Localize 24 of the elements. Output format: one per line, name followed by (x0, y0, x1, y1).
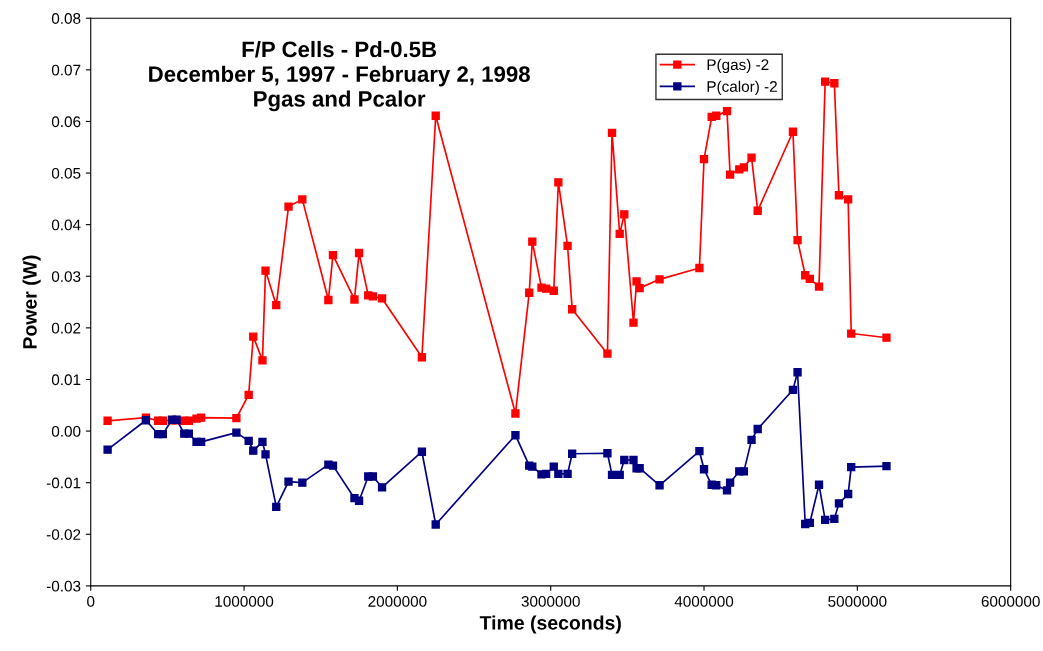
y-tick-label: 0.00 (51, 425, 81, 437)
text: F/P Cells - Pd-0.5B December 5, 1997 - February 2, 1998 Pgas and Pcalor (149, 40, 530, 112)
y-tick-label: 0.07 (51, 64, 81, 76)
y-tick-label: 0.03 (51, 271, 81, 282)
y-axis-title: Power (W) (22, 255, 41, 349)
x-tick-label: 5000000 (828, 596, 887, 607)
x-tick-label: 1000000 (215, 596, 274, 607)
y-tick-label: -0.01 (46, 477, 81, 489)
y-tick-label: -0.03 (46, 580, 81, 592)
x-axis-title: Time (seconds) (479, 615, 621, 634)
legend-label: P(calor) -2 (707, 80, 777, 95)
x-tick-label: 2000000 (368, 596, 427, 607)
x-tick-label: 4000000 (674, 596, 734, 607)
legend-label: P(gas) -2 (707, 58, 769, 74)
y-tick-label: 0.04 (51, 219, 81, 231)
y-tick-label: 0.08 (51, 13, 81, 24)
x-tick-label: 3000000 (521, 596, 580, 607)
x-tick-label: 6000000 (981, 596, 1040, 607)
y-tick-label: 0.01 (51, 374, 81, 386)
y-tick-label: 0.02 (51, 322, 81, 334)
x-tick-label: 0 (87, 596, 95, 607)
y-tick-label: -0.02 (46, 529, 81, 540)
y-tick-label: 0.05 (51, 167, 81, 179)
y-tick-label: 0.06 (51, 116, 81, 128)
